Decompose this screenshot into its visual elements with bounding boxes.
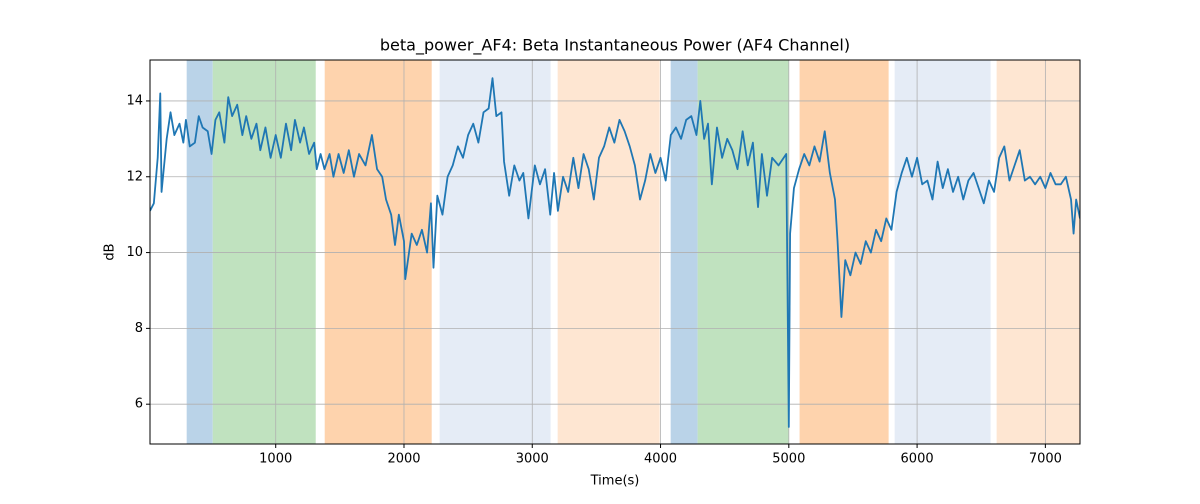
x-tick-label: 3000 <box>516 452 549 467</box>
y-tick-label: 8 <box>135 321 143 336</box>
shaded-span <box>186 60 213 444</box>
shaded-span <box>439 60 551 444</box>
chart-title: beta_power_AF4: Beta Instantaneous Power… <box>380 36 850 56</box>
x-tick-label: 7000 <box>1029 452 1062 467</box>
shaded-span <box>557 60 660 444</box>
y-axis-label: dB <box>103 243 118 260</box>
shaded-span <box>212 60 316 444</box>
axes-frame <box>149 59 1081 445</box>
plot-area: 1000 2000 3000 4000 5000 6000 7000 6 8 10 12 14 <box>126 59 1081 467</box>
x-tick-label: 1000 <box>259 452 292 467</box>
x-tick-label: 6000 <box>901 452 934 467</box>
shaded-span <box>697 60 789 444</box>
shaded-span <box>799 60 889 444</box>
shaded-span <box>996 60 1080 444</box>
x-tick-label: 2000 <box>387 452 420 467</box>
data-line <box>150 77 1080 428</box>
y-tick-label: 6 <box>135 397 143 412</box>
x-tick-label: 4000 <box>644 452 677 467</box>
x-axis-label: Time(s) <box>590 474 640 489</box>
shaded-span <box>670 60 698 444</box>
shaded-span <box>324 60 432 444</box>
shaded-span <box>894 60 991 444</box>
y-tick-label: 10 <box>126 245 143 260</box>
y-tick-label: 12 <box>126 169 143 184</box>
y-tick-label: 14 <box>126 93 143 108</box>
x-tick-label: 5000 <box>772 452 805 467</box>
